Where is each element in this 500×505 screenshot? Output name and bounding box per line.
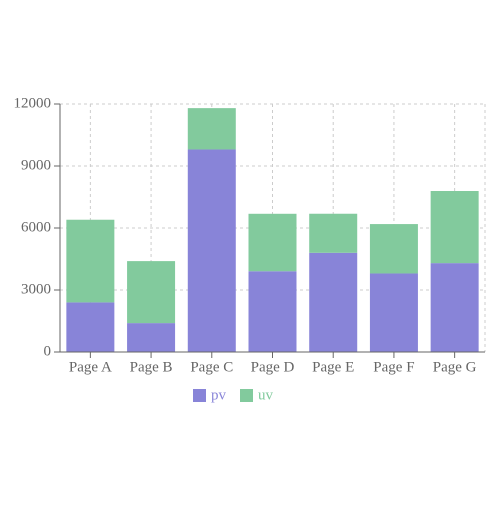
legend-swatch — [193, 389, 206, 402]
x-tick-label: Page E — [312, 359, 354, 375]
x-tick-label: Page F — [373, 359, 414, 375]
bar-segment — [369, 273, 418, 352]
bar-segment — [248, 271, 297, 352]
legend-swatch — [240, 389, 253, 402]
y-tick-label: 9000 — [21, 157, 51, 173]
y-tick-label: 0 — [44, 343, 52, 359]
x-tick-label: Page G — [433, 359, 477, 375]
x-tick-label: Page D — [251, 359, 295, 375]
bar-segment — [66, 302, 115, 352]
y-tick-label: 3000 — [21, 281, 51, 297]
bar-segment — [309, 213, 358, 253]
bar-segment — [187, 149, 236, 352]
bar-segment — [127, 261, 176, 324]
y-tick-label: 12000 — [14, 95, 52, 111]
x-tick-label: Page B — [130, 359, 173, 375]
bar-segment — [309, 252, 358, 352]
x-tick-label: Page C — [190, 359, 233, 375]
bar-segment — [66, 219, 115, 303]
legend-label: uv — [258, 387, 274, 403]
bar-segment — [369, 224, 418, 274]
bar-segment — [127, 323, 176, 352]
legend-label: pv — [211, 387, 227, 403]
x-tick-label: Page A — [69, 359, 112, 375]
bar-segment — [430, 263, 479, 352]
y-tick-label: 6000 — [21, 219, 51, 235]
bar-segment — [430, 191, 479, 264]
bar-segment — [248, 213, 297, 272]
bar-segment — [187, 108, 236, 150]
